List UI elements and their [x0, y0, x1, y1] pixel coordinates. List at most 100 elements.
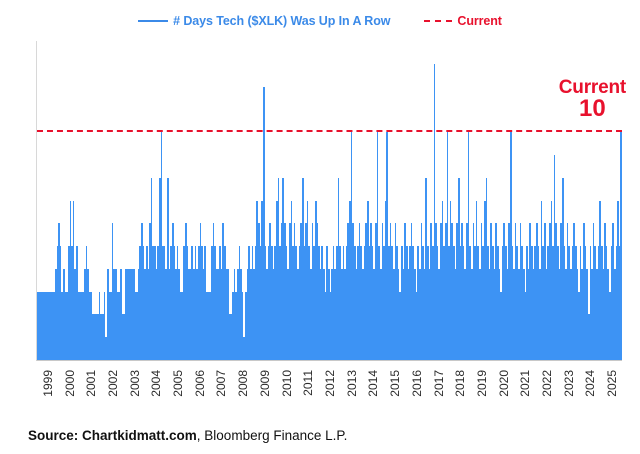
- bar: [170, 246, 172, 360]
- bar: [139, 246, 141, 360]
- bar: [339, 246, 341, 360]
- bar: [384, 200, 387, 360]
- bar: [342, 246, 345, 360]
- bar: [353, 246, 356, 360]
- bar: [319, 268, 322, 360]
- bar: [597, 246, 600, 360]
- bar: [118, 291, 120, 360]
- x-axis-tick-label: 2003: [127, 370, 142, 397]
- bar: [498, 268, 501, 360]
- bar: [228, 314, 231, 360]
- x-axis-tick: 2020: [492, 368, 514, 420]
- x-axis-tick-label: 2013: [344, 370, 359, 397]
- bar: [264, 246, 267, 360]
- bar: [433, 63, 436, 360]
- bar: [344, 268, 346, 360]
- bar: [571, 246, 574, 360]
- bar: [440, 223, 442, 360]
- bar: [132, 268, 135, 360]
- x-axis-tick: 2014: [362, 368, 384, 420]
- x-axis-tick-label: 2020: [496, 370, 511, 397]
- x-axis-tick-label: 2000: [62, 370, 77, 397]
- bar: [505, 246, 507, 360]
- bar: [74, 268, 76, 360]
- bar: [609, 291, 611, 360]
- bar: [500, 291, 502, 360]
- bar: [87, 268, 89, 360]
- bar: [321, 246, 323, 360]
- bar: [529, 223, 531, 360]
- bar: [610, 246, 613, 360]
- bar: [336, 246, 338, 360]
- bar: [150, 177, 153, 360]
- bar: [236, 268, 239, 360]
- bar: [160, 132, 163, 360]
- bar: [202, 268, 205, 360]
- bar: [409, 246, 411, 360]
- bar: [69, 200, 72, 360]
- bar: [188, 268, 190, 360]
- bar: [514, 223, 517, 360]
- bar: [222, 223, 224, 360]
- bar: [79, 291, 81, 360]
- bar: [223, 246, 226, 360]
- bar: [259, 246, 262, 360]
- bar: [375, 223, 377, 360]
- bar: [77, 291, 80, 360]
- bar: [493, 268, 496, 360]
- bar: [594, 246, 596, 360]
- bar: [134, 291, 137, 360]
- bar: [376, 132, 379, 360]
- bar: [301, 177, 304, 360]
- bar: [425, 177, 427, 360]
- x-axis-tick-label: 2017: [431, 370, 446, 397]
- bar: [599, 200, 601, 360]
- bar: [379, 268, 382, 360]
- bar: [474, 246, 476, 360]
- legend-item-series: # Days Tech ($XLK) Was Up In A Row: [138, 14, 390, 28]
- bar: [305, 223, 307, 360]
- bar: [232, 291, 234, 360]
- x-axis-tick: 2012: [318, 368, 340, 420]
- bar: [566, 223, 569, 360]
- bar: [180, 291, 182, 360]
- bar: [418, 268, 421, 360]
- bar: [248, 246, 250, 360]
- bar: [128, 268, 130, 360]
- x-axis-tick-label: 2022: [540, 370, 555, 397]
- legend-item-current: Current: [424, 14, 502, 28]
- bar: [607, 268, 609, 360]
- bar: [534, 246, 536, 360]
- bar: [251, 246, 254, 360]
- bar: [352, 223, 354, 360]
- x-axis-tick: 2004: [145, 368, 167, 420]
- x-axis-tick-label: 2016: [409, 370, 424, 397]
- bar: [56, 246, 59, 360]
- current-reference-line: [37, 130, 622, 133]
- bar: [316, 223, 319, 360]
- bar: [526, 246, 528, 360]
- bar: [300, 223, 302, 360]
- bar: [570, 268, 572, 360]
- bar: [275, 200, 278, 360]
- bar: [158, 177, 161, 360]
- bar: [230, 314, 232, 360]
- bar: [391, 246, 393, 360]
- x-axis-tick-label: 2025: [605, 370, 620, 397]
- bar: [108, 291, 111, 360]
- bar: [297, 268, 299, 360]
- bar: [539, 268, 541, 360]
- bar: [488, 268, 491, 360]
- bar: [420, 223, 423, 360]
- bar: [430, 223, 432, 360]
- bar: [350, 132, 353, 360]
- bar: [397, 268, 400, 360]
- bar: [519, 223, 522, 360]
- bar: [617, 200, 619, 360]
- x-axis-tick: 2008: [231, 368, 253, 420]
- bar: [394, 223, 397, 360]
- x-axis-tick: 2001: [79, 368, 101, 420]
- bar: [490, 223, 492, 360]
- bar: [467, 132, 470, 360]
- bar: [196, 268, 198, 360]
